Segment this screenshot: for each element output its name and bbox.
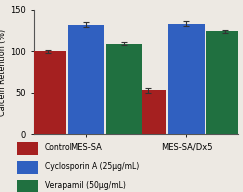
FancyBboxPatch shape (17, 180, 38, 192)
Bar (207, 31, 243, 134)
Y-axis label: Calcein Retention (%): Calcein Retention (%) (0, 28, 7, 116)
Bar (68, 25, 104, 134)
Text: Cyclosporin A (25μg/mL): Cyclosporin A (25μg/mL) (45, 162, 139, 171)
FancyBboxPatch shape (17, 142, 38, 155)
Bar (106, 44, 142, 134)
Bar (168, 24, 205, 134)
Text: Verapamil (50μg/mL): Verapamil (50μg/mL) (45, 181, 126, 190)
Bar (30, 51, 66, 134)
Text: Control: Control (45, 143, 73, 152)
Bar (130, 90, 166, 134)
FancyBboxPatch shape (17, 161, 38, 174)
